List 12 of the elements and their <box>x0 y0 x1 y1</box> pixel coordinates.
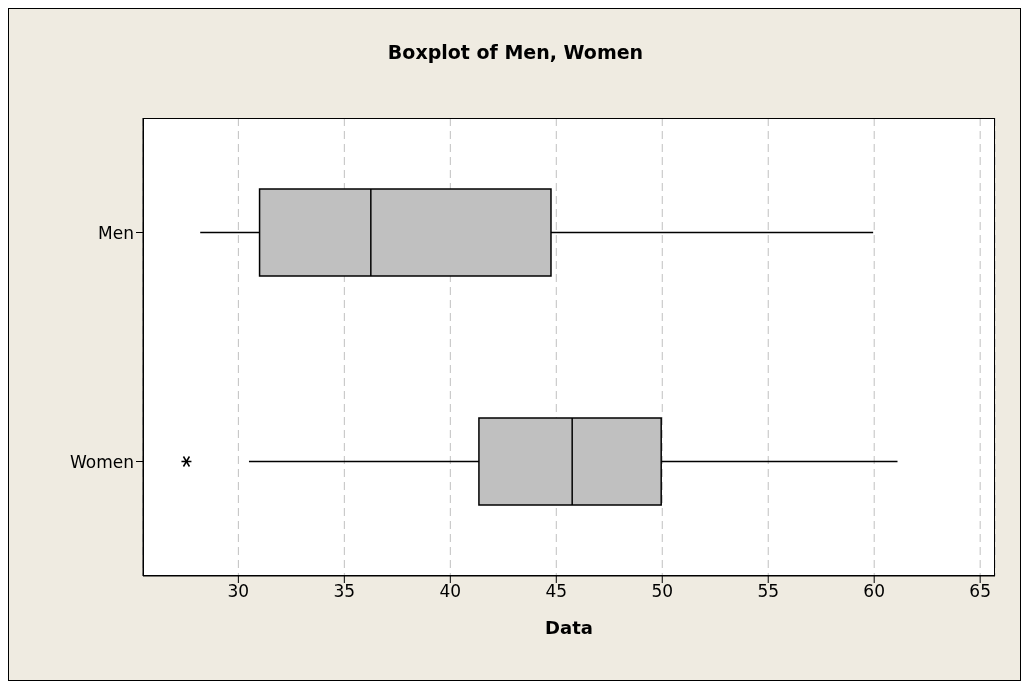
x-axis-title: Data <box>545 617 593 638</box>
chart-title: Boxplot of Men, Women <box>386 41 645 63</box>
x-tick-label: 35 <box>333 581 356 602</box>
y-tick-label: Men <box>98 222 134 243</box>
x-tick-label: 30 <box>227 581 250 602</box>
y-tick-label: Women <box>69 451 134 472</box>
x-tick-label: 60 <box>863 581 886 602</box>
x-tick-label: 50 <box>651 581 674 602</box>
x-tick-label: 65 <box>969 581 991 602</box>
x-tick-label: 40 <box>439 581 462 602</box>
x-tick-label: 55 <box>757 581 780 602</box>
x-tick-label: 45 <box>545 581 568 602</box>
